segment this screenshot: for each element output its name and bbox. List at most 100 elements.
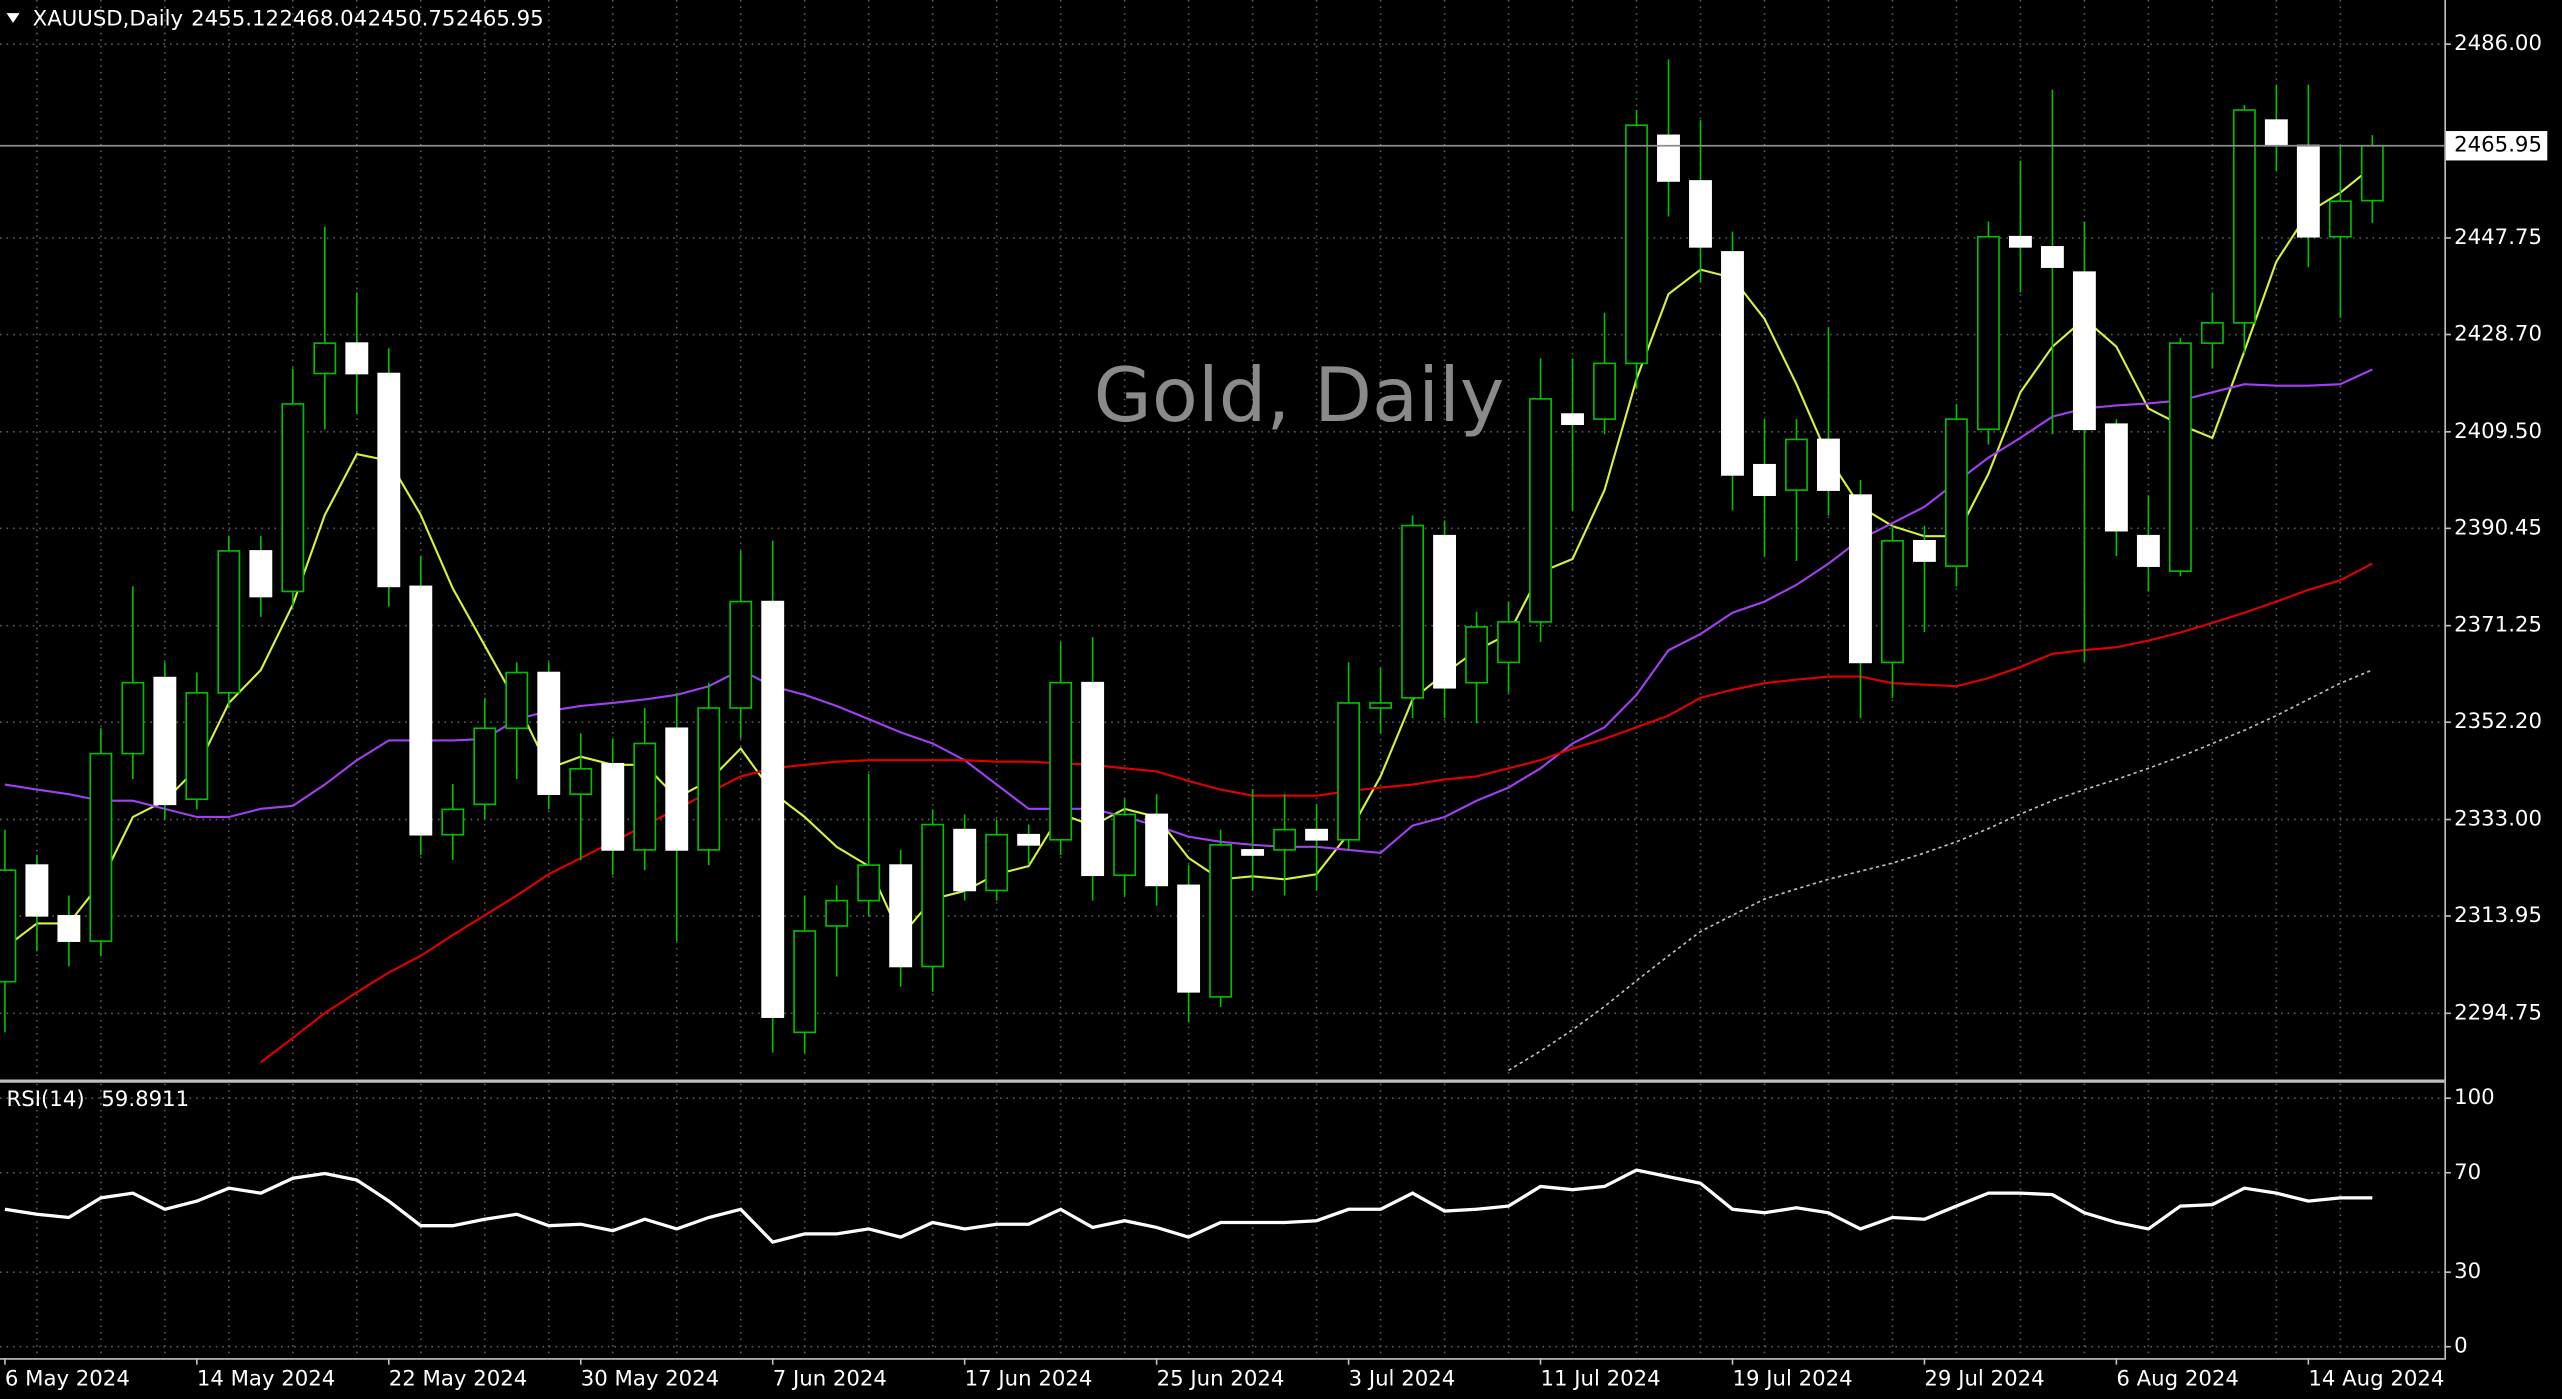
- candle-body: [2072, 271, 2096, 431]
- rsi-tick-label: 30: [2454, 1259, 2481, 1284]
- y-tick-label: 2486.00: [2454, 31, 2542, 56]
- candle-body: [313, 342, 337, 375]
- x-tick-label: 11 Jul 2024: [1541, 1366, 1661, 1391]
- candle-body: [985, 833, 1009, 892]
- candle-body: [921, 823, 945, 968]
- candle-body: [2200, 322, 2224, 344]
- y-tick-label: 2428.70: [2454, 322, 2542, 347]
- candle-body: [1049, 681, 1073, 841]
- watermark: Gold, Daily: [1094, 351, 1505, 439]
- candle-body: [57, 914, 81, 942]
- candle-body: [2136, 534, 2160, 567]
- candle-body: [89, 752, 113, 942]
- y-tick-label: 2333.00: [2454, 807, 2542, 832]
- rsi-line: [4, 1168, 2373, 1244]
- candle-body: [2232, 109, 2256, 324]
- candle-body: [2264, 119, 2288, 147]
- candle-body: [761, 600, 785, 1018]
- candle-body: [2040, 246, 2064, 268]
- header-high: 2468.04: [279, 7, 367, 32]
- x-tick-label: 6 Aug 2024: [2116, 1366, 2239, 1391]
- rsi-panel: [4, 1168, 2373, 1244]
- candle-body: [1721, 251, 1744, 476]
- candle-body: [1689, 180, 1712, 248]
- moving-average-line: [1508, 669, 2373, 1072]
- candle-body: [1785, 438, 1808, 491]
- x-tick-label: 14 May 2024: [197, 1366, 335, 1391]
- rsi-label: RSI(14): [7, 1087, 85, 1112]
- candle-body: [1657, 134, 1680, 182]
- price-panel: [0, 59, 2445, 1072]
- header-low: 2450.75: [368, 7, 456, 32]
- candle-body: [2104, 423, 2128, 532]
- candle-body: [1497, 621, 1520, 664]
- candle-body: [1817, 438, 1840, 491]
- header-arrow: [6, 13, 20, 23]
- candle-body: [857, 864, 881, 902]
- candle-body: [1881, 539, 1904, 664]
- candle-body: [1305, 828, 1329, 841]
- candle-body: [569, 768, 593, 795]
- x-tick-label: 6 May 2024: [5, 1366, 130, 1391]
- candle-body: [1433, 534, 1456, 689]
- candle-body: [1976, 235, 2000, 431]
- candle-body: [2008, 235, 2032, 248]
- y-tick-label: 2447.75: [2454, 225, 2542, 250]
- x-tick-label: 25 Jun 2024: [1157, 1366, 1285, 1391]
- candle-body: [1465, 626, 1488, 684]
- x-tick-label: 22 May 2024: [389, 1366, 527, 1391]
- candle-body: [953, 828, 977, 892]
- last-price-box: [2445, 131, 2548, 161]
- last-price-label: 2465.95: [2454, 133, 2542, 158]
- y-tick-label: 2371.25: [2454, 613, 2542, 638]
- candle-body: [1177, 884, 1201, 993]
- y-tick-label: 2294.75: [2454, 1000, 2542, 1025]
- y-tick-label: 2313.95: [2454, 903, 2542, 928]
- x-tick-label: 14 Aug 2024: [2308, 1366, 2444, 1391]
- candle-body: [729, 600, 753, 709]
- candle-body: [2328, 200, 2352, 238]
- candle-body: [1401, 524, 1425, 699]
- candle-body: [1753, 463, 1776, 496]
- candle-body: [1113, 813, 1137, 877]
- candle-body: [825, 899, 849, 927]
- x-tick-label: 7 Jun 2024: [773, 1366, 887, 1391]
- candle-body: [633, 742, 657, 851]
- candle-body: [537, 671, 561, 795]
- candle-body: [281, 403, 305, 593]
- candle-body: [377, 372, 401, 588]
- candle-body: [409, 585, 433, 836]
- symbol-label: XAUUSD,Daily: [33, 7, 183, 32]
- rsi-tick-label: 70: [2454, 1160, 2481, 1185]
- candle-body: [249, 550, 273, 598]
- candle-body: [25, 864, 49, 917]
- x-tick-label: 29 Jul 2024: [1924, 1366, 2044, 1391]
- y-tick-label: 2352.20: [2454, 709, 2542, 734]
- header-open: 2455.12: [191, 7, 279, 32]
- candle-body: [217, 550, 241, 694]
- candle-body: [1529, 398, 1552, 623]
- candle-body: [2360, 144, 2384, 202]
- rsi-tick-label: 0: [2454, 1334, 2468, 1359]
- candle-body: [1081, 681, 1105, 877]
- candle-body: [601, 762, 625, 851]
- rsi-last-value: 59.8911: [101, 1087, 189, 1112]
- candle-body: [1561, 413, 1584, 426]
- candle-body: [473, 727, 497, 806]
- candle-body: [1625, 124, 1648, 365]
- candle-body: [121, 681, 145, 755]
- candle-body: [1593, 362, 1616, 420]
- x-tick-label: 17 Jun 2024: [965, 1366, 1093, 1391]
- x-tick-label: 3 Jul 2024: [1349, 1366, 1456, 1391]
- candle-body: [1273, 828, 1297, 851]
- candle-body: [665, 727, 689, 851]
- rsi-tick-label: 100: [2454, 1085, 2495, 1110]
- candle-body: [1944, 418, 1968, 567]
- header-close: 2465.95: [456, 7, 544, 32]
- y-tick-label: 2409.50: [2454, 419, 2542, 444]
- x-tick-label: 30 May 2024: [581, 1366, 719, 1391]
- candle-body: [0, 869, 17, 983]
